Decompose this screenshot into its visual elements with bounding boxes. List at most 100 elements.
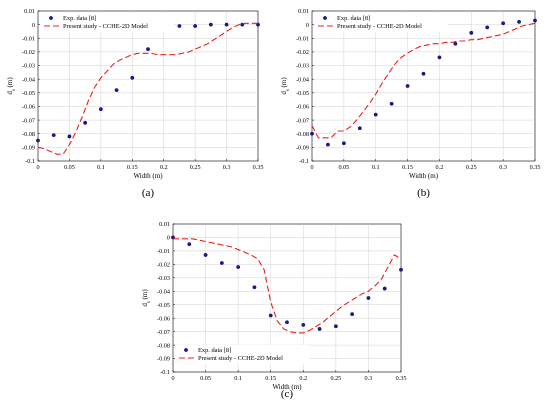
- y-tick-label: -0.02: [296, 49, 309, 56]
- y-tick-label: -0.07: [296, 117, 309, 124]
- exp-data-point: [366, 296, 371, 300]
- x-tick-label: 0.2: [160, 164, 168, 171]
- chart-panel-c: 0 0.05 0.1 0.15 0.2 0.25 0.3 0.35 0.01 0 -0.01 -0.0…: [141, 221, 406, 400]
- y-tick-label: -0.08: [22, 131, 35, 138]
- y-tick-label: -0.04: [296, 76, 309, 83]
- x-tick-label: 0.15: [402, 164, 413, 171]
- exp-data-point: [114, 88, 119, 92]
- x-axis-label: Width (m): [409, 172, 439, 180]
- x-tick-label: 0.1: [97, 164, 105, 171]
- y-tick-label: -0.08: [157, 342, 170, 349]
- panel-label-a: (a): [142, 187, 155, 199]
- y-axis-label: ds (m): [6, 77, 17, 95]
- y-tick-label: -0.05: [296, 90, 309, 97]
- exp-data-point: [146, 47, 150, 52]
- exp-data-point: [67, 134, 72, 139]
- exp-data-point: [533, 18, 537, 23]
- x-tick-label: 0.05: [64, 164, 75, 171]
- exp-data-point: [268, 313, 273, 318]
- exp-data-point: [350, 312, 355, 317]
- exp-data-point: [357, 126, 362, 131]
- chart-panel-b: 0 0.05 0.1 0.15 0.2 0.25 0.3 0.35 0.01 0 -0.01 -0.0…: [280, 8, 540, 199]
- exp-data-point: [373, 112, 378, 117]
- x-tick-label: 0.25: [466, 164, 477, 171]
- y-tick-label: -0.03: [157, 275, 170, 282]
- exp-data-point: [326, 142, 330, 147]
- model-line-series: [311, 22, 536, 139]
- exp-data-point: [501, 21, 506, 26]
- legend-label-model: Present study - CCHE-2D Model: [337, 23, 422, 30]
- exp-data-point: [193, 24, 198, 28]
- y-tick-label: -0.1: [25, 158, 35, 165]
- chart-panel-a: 0 0.05 0.1 0.15 0.2 0.25 0.3 0.35 0.01 0 -0.01 -0.0…: [6, 8, 263, 199]
- panel-label-c: (c): [281, 388, 294, 400]
- x-tick-label: 0.35: [530, 164, 541, 171]
- x-tick-label: 0.3: [365, 375, 373, 382]
- y-tick-label: 0: [306, 22, 309, 29]
- exp-data-point: [285, 320, 289, 325]
- x-tick-label: 0.35: [253, 164, 264, 171]
- legend: Exp. data [8]Present study - CCHE-2D Mod…: [176, 345, 309, 364]
- x-tick-label: 0.25: [190, 164, 201, 171]
- y-tick-label: -0.02: [22, 49, 35, 56]
- legend-label-exp: Exp. data [8]: [337, 15, 370, 22]
- y-tick-label: 0: [167, 235, 170, 242]
- x-tick-label: 0: [36, 164, 39, 171]
- legend-label-exp: Exp. data [8]: [63, 15, 96, 22]
- exp-data-point: [224, 22, 229, 27]
- y-tick-label: -0.04: [22, 76, 35, 83]
- exp-data-point: [317, 327, 322, 331]
- y-tick-label: 0.01: [298, 8, 309, 15]
- y-tick-label: -0.04: [157, 288, 170, 295]
- y-tick-label: -0.05: [157, 302, 170, 309]
- y-tick-label: -0.01: [22, 35, 35, 42]
- x-tick-label: 0.35: [396, 375, 407, 382]
- legend-background: [315, 13, 448, 32]
- y-tick-label: -0.01: [296, 35, 309, 42]
- legend-label-exp: Exp. data [8]: [198, 347, 231, 354]
- y-tick-label: -0.09: [22, 145, 35, 152]
- y-tick-label: -0.06: [22, 104, 35, 111]
- x-axis-label: Width (m): [133, 172, 163, 180]
- y-tick-label: -0.1: [299, 158, 309, 165]
- y-tick-label: -0.09: [296, 145, 309, 152]
- legend-background: [41, 13, 174, 32]
- plot-frame: [172, 223, 402, 373]
- y-tick-label: 0.01: [24, 8, 35, 15]
- exp-data-point: [517, 20, 521, 24]
- exp-data-point: [252, 285, 257, 290]
- exp-data-point: [236, 265, 241, 269]
- legend-marker-exp: [323, 16, 327, 20]
- exp-data-point: [333, 324, 338, 329]
- exp-data-point: [399, 267, 403, 272]
- x-axis-label: Width (m): [272, 383, 302, 391]
- exp-data-point: [437, 55, 442, 60]
- y-tick-label: -0.05: [22, 90, 35, 97]
- exp-data-point: [36, 138, 40, 143]
- x-tick-label: 0.2: [299, 375, 307, 382]
- y-tick-label: -0.1: [160, 369, 170, 376]
- plot-frame: [37, 10, 259, 162]
- exp-data-point: [187, 242, 192, 247]
- exp-data-point: [98, 107, 103, 112]
- exp-data-point: [421, 71, 426, 76]
- y-tick-label: -0.07: [22, 117, 35, 124]
- exp-data-point: [130, 75, 135, 80]
- y-tick-label: -0.03: [22, 63, 35, 70]
- legend: Exp. data [8]Present study - CCHE-2D Mod…: [315, 13, 448, 32]
- y-tick-label: -0.06: [296, 104, 309, 111]
- y-tick-label: 0.01: [159, 221, 170, 228]
- exp-data-point: [382, 286, 387, 291]
- x-tick-label: 0.05: [200, 375, 211, 382]
- exp-data-point: [453, 41, 458, 46]
- exp-data-point: [341, 141, 346, 146]
- exp-data-point: [51, 133, 56, 137]
- model-line-series: [173, 238, 402, 334]
- x-tick-label: 0.2: [436, 164, 444, 171]
- legend-background: [176, 345, 309, 364]
- x-tick-label: 0.3: [223, 164, 231, 171]
- y-tick-label: -0.09: [157, 356, 170, 363]
- y-tick-label: -0.08: [296, 131, 309, 138]
- x-tick-label: 0.15: [127, 164, 138, 171]
